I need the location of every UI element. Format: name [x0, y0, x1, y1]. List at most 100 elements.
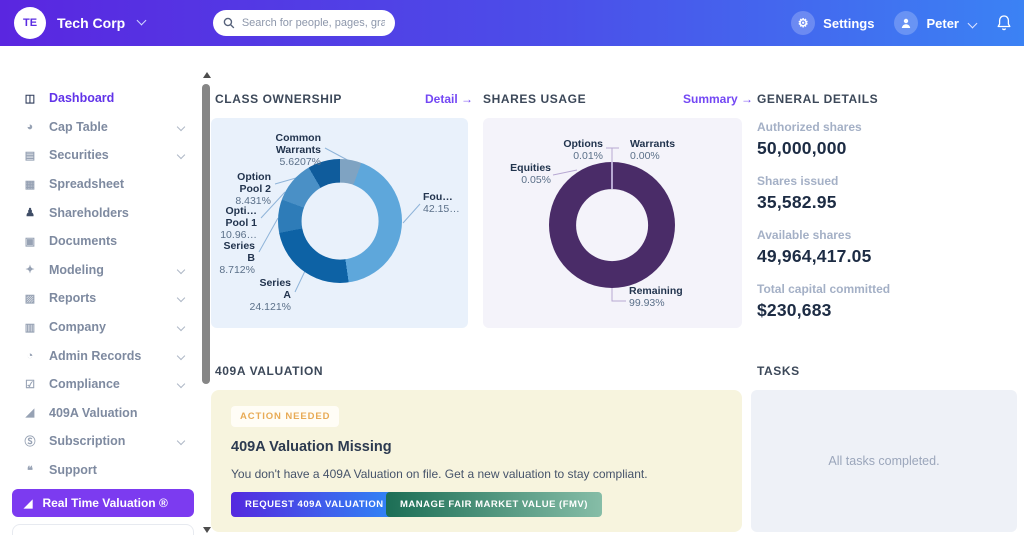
org-initials: TE: [22, 17, 38, 29]
sidebar-item-subscription[interactable]: Ⓢ Subscription: [0, 427, 200, 456]
chart-up-icon: ◢: [25, 407, 35, 420]
chevron-down-icon: [176, 322, 186, 332]
scroll-down-arrow[interactable]: [203, 527, 211, 533]
sidebar-item-reports[interactable]: ▨ Reports: [0, 284, 200, 313]
action-needed-badge: ACTION NEEDED: [231, 406, 340, 427]
request-409a-valuation-button[interactable]: REQUEST 409A VALUATION: [231, 492, 398, 517]
arrow-right-icon: →: [461, 92, 474, 106]
bulb-icon: ✦: [25, 264, 35, 277]
donut-label-remaining: Remaining 99.93%: [629, 285, 683, 309]
valuation-409a-card: ACTION NEEDED 409A Valuation Missing You…: [211, 390, 742, 532]
user-menu[interactable]: Peter: [894, 11, 978, 35]
org-avatar[interactable]: TE: [14, 7, 46, 39]
top-header: TE Tech Corp ⚙ Settings: [0, 0, 1024, 46]
sidebar-item-spreadsheet[interactable]: ▦ Spreadsheet: [24, 177, 125, 192]
authorized-shares-value: 50,000,000: [757, 138, 847, 158]
check-shield-icon: ☑: [25, 378, 35, 391]
gear-icon: ⚙: [791, 11, 816, 35]
donut-label-equities: Equities 0.05%: [510, 162, 551, 186]
tasks-title: TASKS: [757, 364, 800, 378]
folder-icon: ▣: [24, 235, 36, 248]
org-switcher[interactable]: Tech Corp: [57, 15, 126, 31]
donut-label-series-b: Series B 8.712%: [219, 240, 255, 276]
class-ownership-detail-link[interactable]: Detail →: [425, 92, 474, 106]
user-avatar: [894, 11, 919, 35]
scrollbar-thumb[interactable]: [202, 84, 210, 384]
general-details-panel: Authorized shares 50,000,000 Shares issu…: [757, 120, 997, 321]
shares-issued-value: 35,582.95: [757, 192, 837, 212]
person-icon: ♟: [25, 207, 35, 220]
donut-label-option-pool-1: Opti… Pool 1 10.96…: [220, 205, 257, 241]
sidebar-item-compliance[interactable]: ☑ Compliance: [0, 370, 200, 399]
real-time-valuation-button[interactable]: ◢ Real Time Valuation ®: [12, 489, 194, 517]
chevron-down-icon: [967, 18, 978, 28]
global-search[interactable]: [213, 10, 395, 36]
sidebar-item-company[interactable]: ▥ Company: [0, 313, 200, 342]
sidebar-item-admin-records[interactable]: ◔ Admin Records: [0, 341, 200, 370]
tasks-empty-message: All tasks completed.: [828, 454, 940, 468]
shares-usage-title: SHARES USAGE: [483, 92, 587, 106]
valuation-missing-body: You don't have a 409A Valuation on file.…: [231, 467, 648, 481]
clipboard-icon: ▤: [24, 149, 36, 162]
manage-fmv-button[interactable]: MANAGE FAIR MARKET VALUE (FMV): [386, 492, 602, 517]
stat-label: Total capital committed: [757, 282, 891, 296]
building-icon: ▥: [24, 321, 36, 334]
donut-label-warrants: Warrants 0.00%: [630, 138, 676, 162]
shares-usage-summary-link[interactable]: Summary →: [683, 92, 754, 106]
chevron-down-icon: [176, 294, 186, 303]
sidebar-card-partial: [12, 524, 194, 535]
dashboard-icon: ◫: [24, 92, 36, 105]
grid-icon: ▦: [24, 178, 36, 191]
sidebar-item-securities[interactable]: ▤ Securities: [0, 141, 200, 170]
chevron-down-icon: [176, 437, 186, 446]
total-capital-value: $230,683: [757, 300, 832, 320]
report-icon: ▨: [24, 292, 36, 305]
chat-icon: ❝: [27, 464, 33, 477]
donut-label-options: Options 0.01%: [563, 138, 603, 162]
sidebar-item-modeling[interactable]: ✦ Modeling: [0, 256, 200, 285]
donut-notch: [611, 162, 613, 189]
available-shares-value: 49,964,417.05: [757, 246, 872, 266]
tasks-card: All tasks completed.: [751, 390, 1017, 532]
pie-chart-icon: ◕: [26, 120, 34, 133]
vertical-scrollbar[interactable]: [200, 70, 213, 535]
shares-usage-chart-card: Options 0.01% Warrants 0.00% Equities 0.…: [483, 118, 742, 328]
chevron-down-icon: [176, 151, 186, 160]
settings-button[interactable]: ⚙ Settings: [791, 11, 874, 35]
general-details-title: GENERAL DETAILS: [757, 92, 879, 106]
chevron-down-icon: [176, 351, 186, 360]
valuation-missing-heading: 409A Valuation Missing: [231, 439, 392, 455]
chevron-down-icon: [176, 265, 186, 275]
class-ownership-title: CLASS OWNERSHIP: [215, 92, 343, 106]
donut-label-founders: Fou… 42.15…: [423, 191, 460, 215]
class-ownership-chart-card: Common Warrants 5.6207% Option Pool 2 8.…: [211, 118, 468, 328]
dollar-circle-icon: Ⓢ: [24, 436, 36, 449]
donut-label-common-warrants: Common Warrants 5.6207%: [275, 132, 322, 168]
stat-label: Authorized shares: [757, 120, 862, 134]
valuation-409a-title: 409A VALUATION: [215, 364, 324, 378]
search-icon: [223, 17, 235, 29]
notifications-bell-icon[interactable]: [996, 14, 1012, 32]
sidebar: ◫ Dashboard ◕ Cap Table ▤ Securities ▦ S…: [0, 46, 200, 535]
sidebar-item-cap-table[interactable]: ◕ Cap Table: [0, 113, 200, 142]
donut-label-series-a: Series A 24.121%: [249, 277, 291, 313]
class-ownership-donut: [278, 159, 402, 283]
chevron-down-icon: [176, 122, 186, 132]
sidebar-item-409a-valuation[interactable]: ◢ 409A Valuation: [0, 399, 200, 428]
chevron-down-icon[interactable]: [136, 15, 147, 26]
search-input[interactable]: [241, 17, 385, 29]
sidebar-item-shareholders[interactable]: ♟ Shareholders: [0, 198, 200, 227]
user-name: Peter: [926, 15, 959, 31]
sidebar-item-support[interactable]: ❝ Support: [0, 456, 200, 485]
person-icon: [902, 18, 911, 28]
scroll-up-arrow[interactable]: [203, 72, 211, 78]
stat-label: Available shares: [757, 228, 852, 242]
settings-label: Settings: [823, 15, 875, 31]
sidebar-item-dashboard[interactable]: ◫ Dashboard: [24, 91, 115, 106]
arrow-right-icon: →: [741, 92, 754, 106]
records-icon: ◔: [26, 349, 34, 362]
sidebar-item-documents[interactable]: ▣ Documents: [24, 234, 118, 249]
chevron-down-icon: [176, 379, 186, 389]
stat-label: Shares issued: [757, 174, 839, 188]
